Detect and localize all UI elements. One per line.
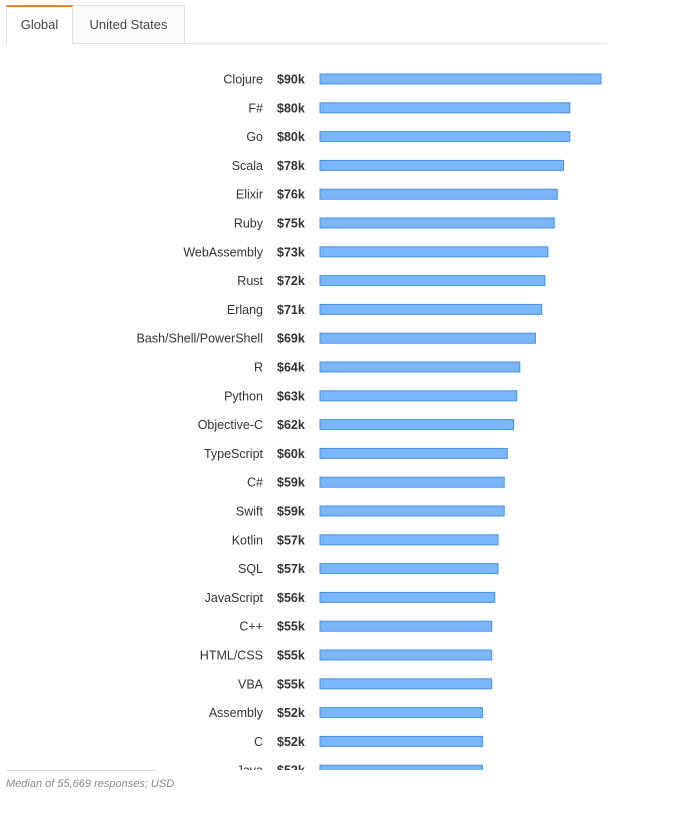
category-label: TypeScript: [204, 447, 264, 461]
value-label: $57k: [277, 562, 305, 576]
value-label: $52k: [277, 735, 305, 749]
value-label: $59k: [277, 476, 305, 490]
value-label: $52k: [277, 706, 305, 720]
category-label: C: [254, 735, 263, 749]
category-label: SQL: [238, 562, 263, 576]
footnote: Median of 55,669 responses; USD: [6, 778, 175, 790]
category-label: Python: [224, 389, 263, 403]
category-label: Ruby: [234, 217, 264, 231]
category-label: Elixir: [236, 188, 263, 202]
value-label: $63k: [277, 389, 305, 403]
bar[interactable]: [319, 649, 493, 661]
value-label: $55k: [277, 649, 305, 663]
bar[interactable]: [319, 131, 571, 143]
bar[interactable]: [319, 591, 496, 603]
category-label: HTML/CSS: [200, 649, 263, 663]
bar[interactable]: [319, 159, 564, 171]
bar[interactable]: [319, 188, 558, 200]
value-label: $76k: [277, 188, 305, 202]
bar[interactable]: [319, 419, 515, 431]
value-label: $57k: [277, 533, 305, 547]
category-label: Swift: [236, 505, 264, 519]
bar[interactable]: [319, 563, 499, 575]
category-label: Java: [237, 764, 263, 770]
bar[interactable]: [319, 390, 518, 402]
bar[interactable]: [319, 620, 493, 632]
value-label: $71k: [277, 303, 305, 317]
category-label: C++: [239, 620, 263, 634]
value-label: $78k: [277, 159, 305, 173]
category-label: Go: [246, 130, 263, 144]
tab-united-states[interactable]: United States: [73, 5, 185, 43]
category-label: Objective-C: [198, 418, 263, 432]
category-label: Erlang: [227, 303, 263, 317]
value-label: $56k: [277, 591, 305, 605]
category-label: R: [254, 361, 263, 375]
value-label: $55k: [277, 677, 305, 691]
category-label: Kotlin: [232, 533, 263, 547]
category-label: VBA: [238, 677, 264, 691]
bar[interactable]: [319, 764, 483, 770]
value-label: $64k: [277, 361, 305, 375]
bar[interactable]: [319, 534, 499, 546]
salary-bar-chart: Clojure $90k F# $80k Go $80k Scala $78k Elixir $7…: [137, 73, 602, 770]
bar[interactable]: [319, 735, 483, 747]
bar[interactable]: [319, 505, 505, 517]
bar[interactable]: [319, 361, 521, 373]
category-label: JavaScript: [205, 591, 264, 605]
value-label: $52k: [277, 764, 305, 770]
value-label: $80k: [277, 101, 305, 115]
category-label: Assembly: [209, 706, 264, 720]
category-label: F#: [248, 101, 263, 115]
value-label: $73k: [277, 245, 305, 259]
footnote-divider: [6, 770, 156, 771]
bar[interactable]: [319, 217, 555, 229]
value-label: $69k: [277, 332, 305, 346]
category-label: C#: [247, 476, 263, 490]
bar[interactable]: [319, 102, 571, 114]
value-label: $62k: [277, 418, 305, 432]
category-label: Rust: [237, 274, 263, 288]
bar[interactable]: [319, 332, 536, 344]
bar[interactable]: [319, 447, 508, 459]
region-tabs: Global United States: [6, 5, 607, 44]
value-label: $75k: [277, 217, 305, 231]
category-label: Clojure: [223, 73, 263, 87]
category-label: WebAssembly: [183, 245, 263, 259]
category-label: Scala: [232, 159, 263, 173]
bar[interactable]: [319, 303, 543, 315]
bar[interactable]: [319, 246, 549, 258]
value-label: $80k: [277, 130, 305, 144]
category-label: Bash/Shell/PowerShell: [137, 332, 263, 346]
bar[interactable]: [319, 73, 602, 85]
value-label: $59k: [277, 505, 305, 519]
value-label: $60k: [277, 447, 305, 461]
value-label: $72k: [277, 274, 305, 288]
tab-global[interactable]: Global: [6, 5, 73, 44]
bar[interactable]: [319, 678, 493, 690]
value-label: $90k: [277, 73, 305, 87]
value-label: $55k: [277, 620, 305, 634]
bar[interactable]: [319, 476, 505, 488]
bar[interactable]: [319, 275, 546, 287]
bar[interactable]: [319, 707, 483, 719]
